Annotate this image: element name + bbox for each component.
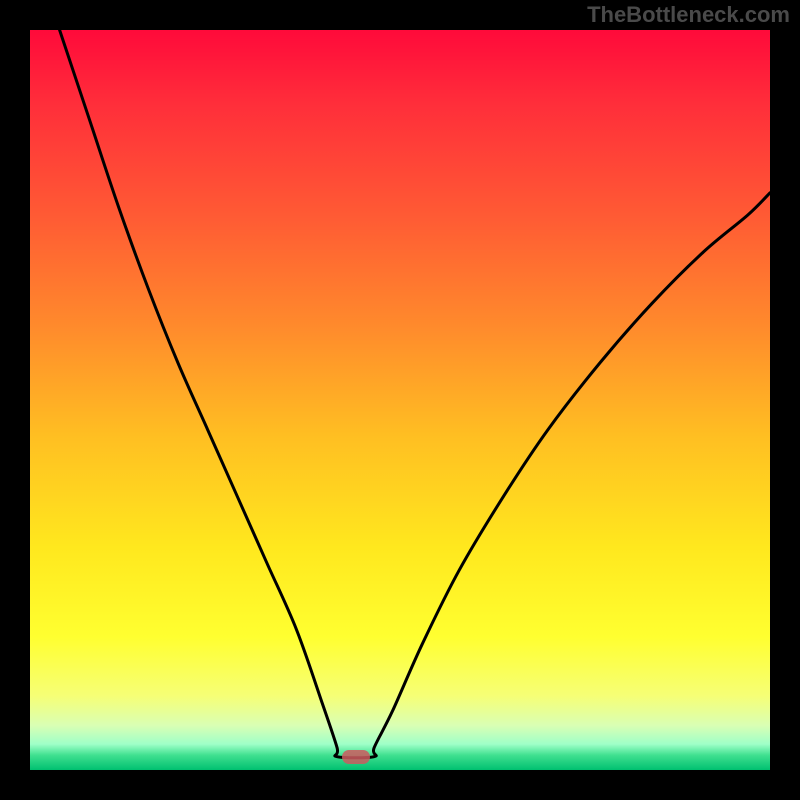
plot-area <box>30 30 770 770</box>
watermark-text: TheBottleneck.com <box>587 2 790 28</box>
bottleneck-curve <box>30 30 770 770</box>
chart-frame: TheBottleneck.com <box>0 0 800 800</box>
optimal-marker <box>342 750 370 764</box>
